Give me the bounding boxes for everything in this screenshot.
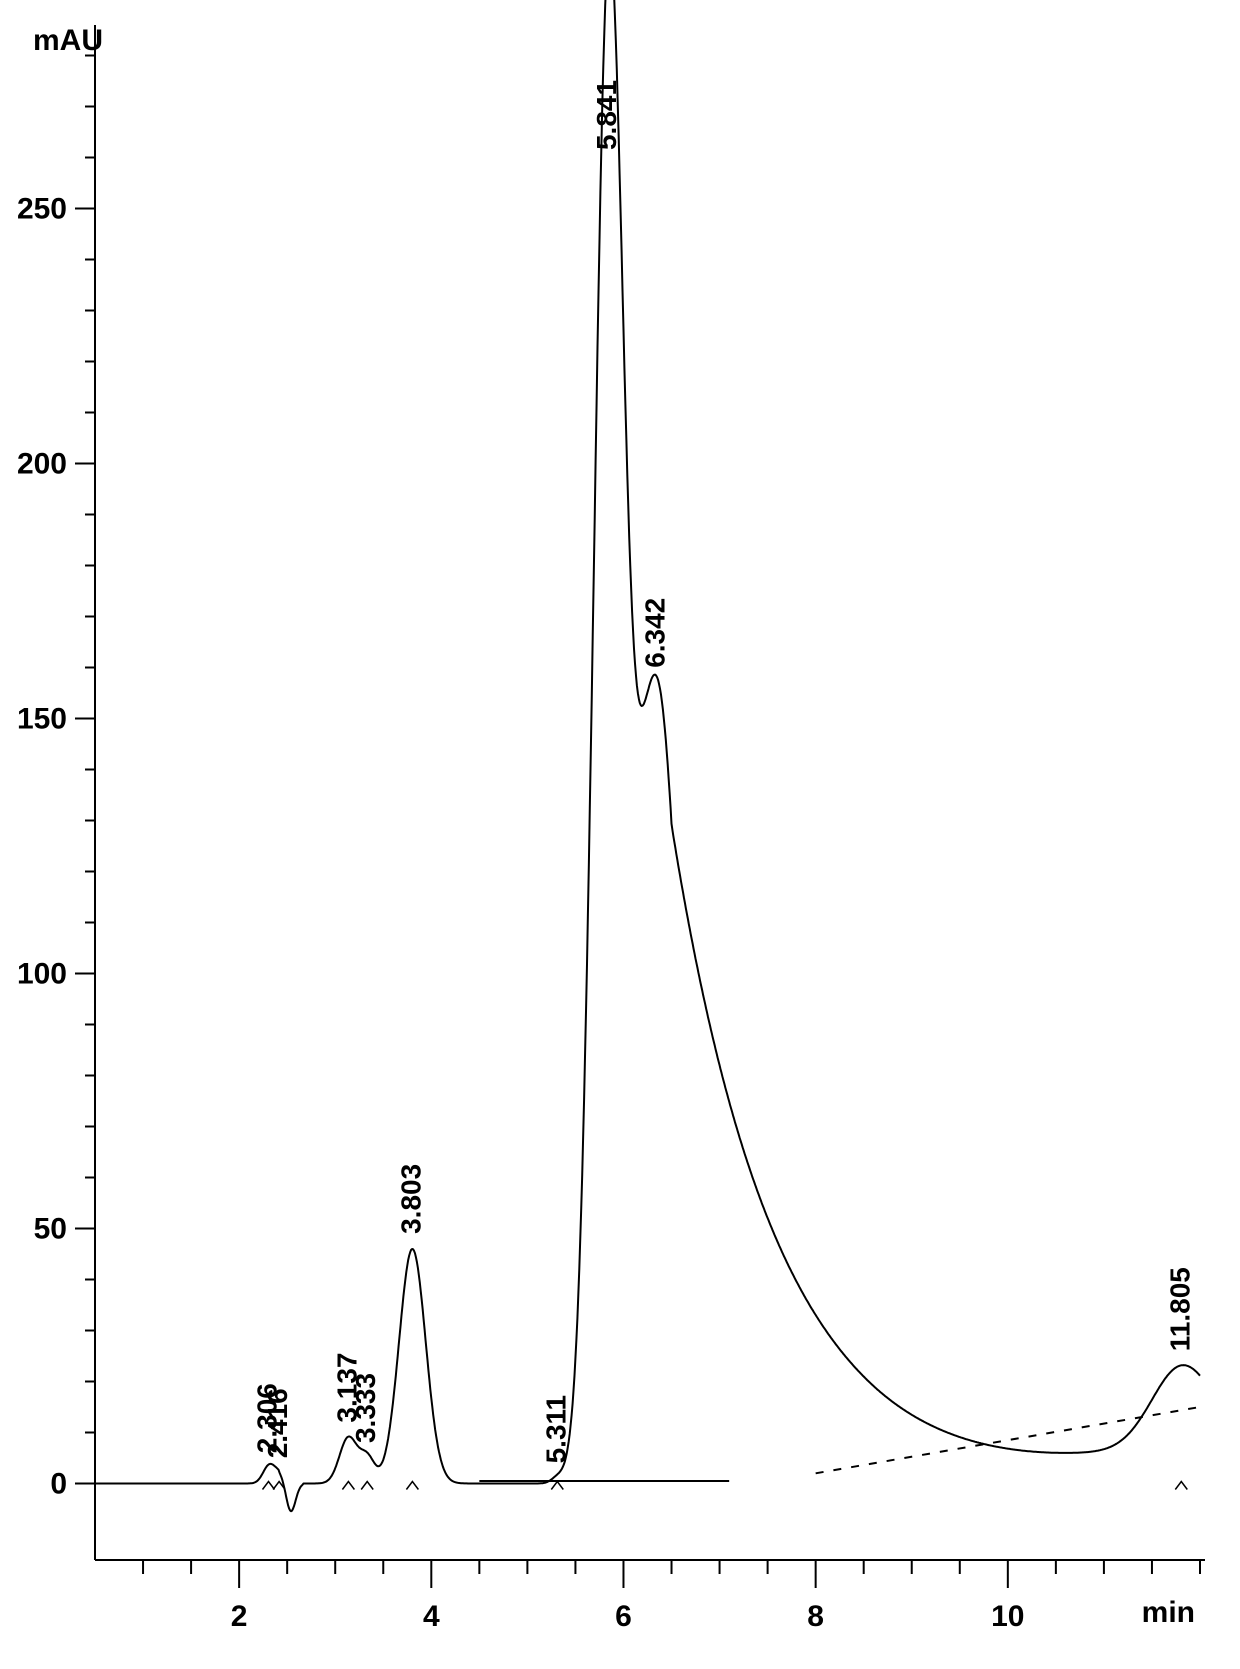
peak-label: 3.803 bbox=[395, 1164, 426, 1234]
y-tick-label: 100 bbox=[17, 958, 67, 991]
y-tick-label: 200 bbox=[17, 448, 67, 481]
x-tick-label: 10 bbox=[991, 1600, 1024, 1633]
peak-label: 3.333 bbox=[350, 1373, 381, 1443]
x-tick-label: 6 bbox=[615, 1600, 632, 1633]
peak-label: 5.311 bbox=[540, 1395, 571, 1464]
peak-label: 11.805 bbox=[1164, 1267, 1195, 1351]
y-axis-label: mAU bbox=[33, 24, 103, 57]
y-tick-label: 50 bbox=[34, 1213, 67, 1246]
peak-label: 6.342 bbox=[639, 598, 670, 668]
y-tick-label: 250 bbox=[17, 193, 67, 226]
chromatogram-trace bbox=[95, 0, 1200, 1511]
x-axis-label: min bbox=[1142, 1596, 1195, 1629]
x-tick-label: 8 bbox=[807, 1600, 824, 1633]
x-tick-label: 2 bbox=[231, 1600, 248, 1633]
x-tick-label: 4 bbox=[423, 1600, 440, 1633]
peak-label: 2.416 bbox=[262, 1388, 293, 1458]
peak-label: 5.841 bbox=[591, 80, 622, 150]
y-tick-label: 150 bbox=[17, 703, 67, 736]
y-tick-label: 0 bbox=[50, 1468, 67, 1501]
